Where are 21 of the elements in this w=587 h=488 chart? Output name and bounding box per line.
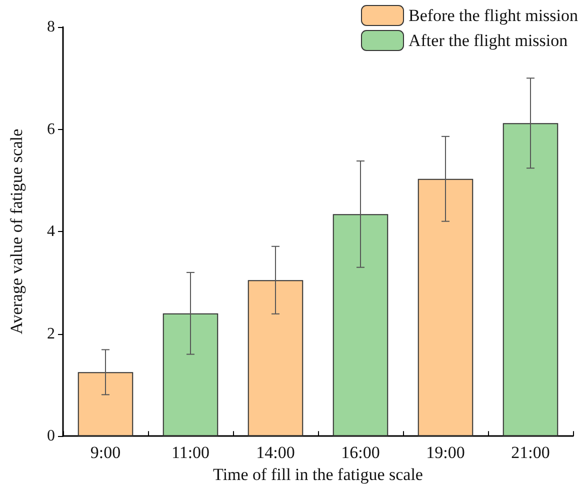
y-tick-label: 2 — [47, 325, 55, 342]
y-tick-label: 4 — [47, 223, 55, 240]
bar — [502, 123, 558, 436]
bar — [78, 372, 134, 436]
legend-label: After the flight mission — [408, 31, 568, 50]
x-tick-label: 14:00 — [256, 443, 295, 462]
x-tick-label: 9:00 — [90, 443, 121, 462]
legend-label: Before the flight mission — [408, 6, 578, 25]
bar — [248, 280, 304, 436]
y-axis-title: Average value of fatigue scale — [7, 128, 26, 334]
x-tick-label: 19:00 — [426, 443, 465, 462]
y-tick-label: 6 — [47, 120, 55, 138]
y-tick-label: 8 — [47, 18, 55, 36]
bar — [162, 313, 218, 436]
x-tick-label: 11:00 — [171, 443, 210, 462]
x-axis-title: Time of fill in the fatigue scale — [213, 465, 423, 484]
bar — [332, 214, 388, 436]
x-tick-label: 21:00 — [511, 443, 550, 462]
y-tick-label: 0 — [47, 428, 55, 445]
x-tick-label: 16:00 — [341, 443, 380, 462]
bar — [418, 178, 474, 436]
